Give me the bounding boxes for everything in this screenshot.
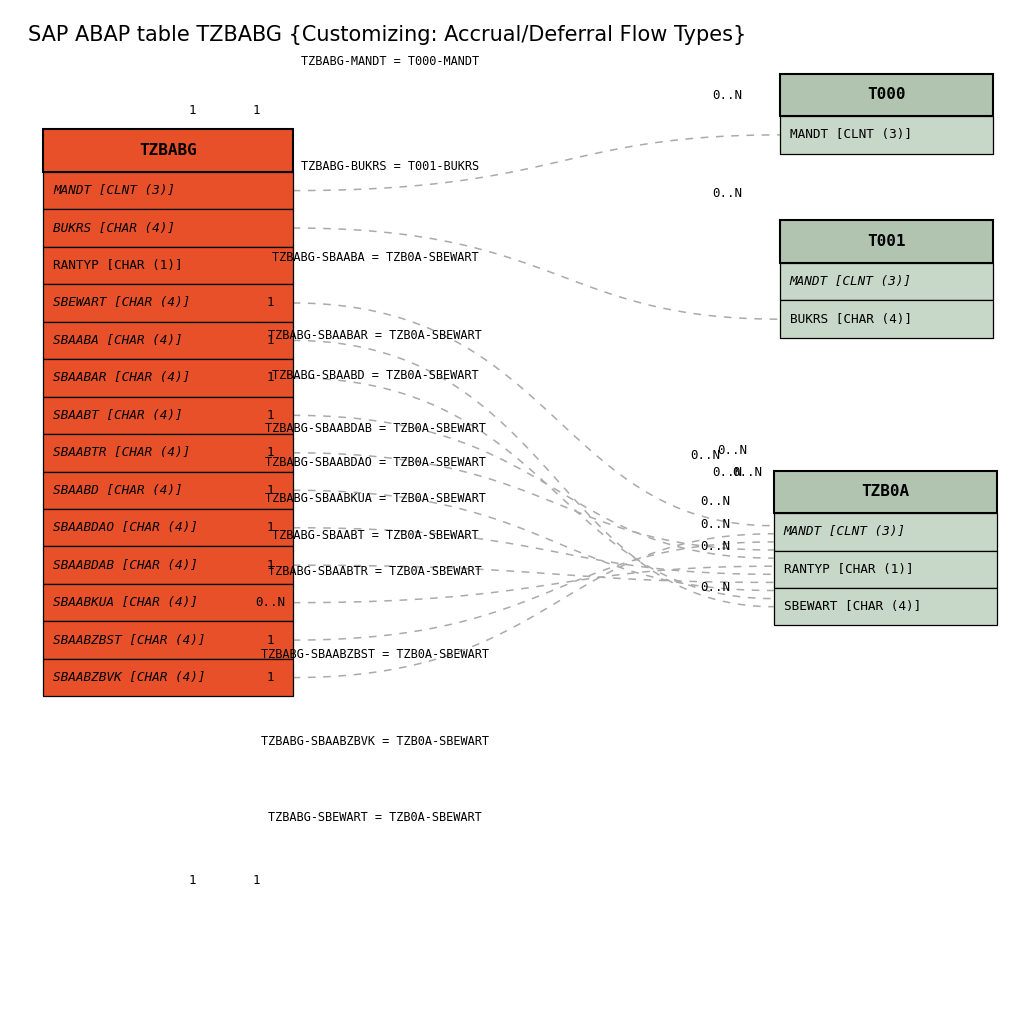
Text: TZBABG-SBAABDAO = TZB0A-SBEWART: TZBABG-SBAABDAO = TZB0A-SBEWART xyxy=(265,456,485,469)
Text: 1: 1 xyxy=(267,409,274,421)
Text: SBAABAR [CHAR (4)]: SBAABAR [CHAR (4)] xyxy=(53,372,190,385)
Text: MANDT [CLNT (3)]: MANDT [CLNT (3)] xyxy=(789,275,911,288)
Text: 0..N: 0..N xyxy=(712,466,742,479)
Text: SBAABD [CHAR (4)]: SBAABD [CHAR (4)] xyxy=(53,484,183,497)
FancyBboxPatch shape xyxy=(43,584,292,621)
Text: 1: 1 xyxy=(188,104,195,117)
Text: BUKRS [CHAR (4)]: BUKRS [CHAR (4)] xyxy=(53,222,175,234)
Text: TZB0A: TZB0A xyxy=(860,485,909,499)
Text: 1: 1 xyxy=(253,104,260,117)
Text: RANTYP [CHAR (1)]: RANTYP [CHAR (1)] xyxy=(53,259,183,272)
Text: TZBABG: TZBABG xyxy=(139,144,196,158)
Text: 1: 1 xyxy=(267,334,274,347)
Text: 1: 1 xyxy=(267,559,274,572)
FancyBboxPatch shape xyxy=(43,359,292,397)
Text: 1: 1 xyxy=(267,296,274,309)
Text: 1: 1 xyxy=(253,874,260,887)
FancyBboxPatch shape xyxy=(43,659,292,696)
Text: 1: 1 xyxy=(267,633,274,646)
Text: 0..N: 0..N xyxy=(700,518,730,530)
Text: 0..N: 0..N xyxy=(700,496,730,508)
Text: TZBABG-MANDT = T000-MANDT: TZBABG-MANDT = T000-MANDT xyxy=(301,55,479,68)
FancyBboxPatch shape xyxy=(43,621,292,659)
Text: 0..N: 0..N xyxy=(700,540,730,553)
Text: 0..N: 0..N xyxy=(717,444,746,457)
Text: MANDT [CLNT (3)]: MANDT [CLNT (3)] xyxy=(789,128,911,142)
Text: 0..N: 0..N xyxy=(712,90,742,103)
FancyBboxPatch shape xyxy=(773,551,996,588)
FancyBboxPatch shape xyxy=(773,588,996,625)
Text: 1: 1 xyxy=(267,446,274,459)
FancyBboxPatch shape xyxy=(43,129,292,172)
FancyBboxPatch shape xyxy=(779,300,992,338)
Text: 0..N: 0..N xyxy=(732,466,762,479)
Text: SBEWART [CHAR (4)]: SBEWART [CHAR (4)] xyxy=(53,296,190,309)
Text: TZBABG-SBEWART = TZB0A-SBEWART: TZBABG-SBEWART = TZB0A-SBEWART xyxy=(268,811,481,825)
FancyBboxPatch shape xyxy=(779,263,992,300)
Text: SBAABKUA [CHAR (4)]: SBAABKUA [CHAR (4)] xyxy=(53,597,198,609)
FancyBboxPatch shape xyxy=(43,322,292,359)
Text: TZBABG-SBAABTR = TZB0A-SBEWART: TZBABG-SBAABTR = TZB0A-SBEWART xyxy=(268,565,481,578)
Text: SBAABZBVK [CHAR (4)]: SBAABZBVK [CHAR (4)] xyxy=(53,671,205,684)
Text: 1: 1 xyxy=(267,671,274,684)
Text: TZBABG-BUKRS = T001-BUKRS: TZBABG-BUKRS = T001-BUKRS xyxy=(301,160,479,173)
FancyBboxPatch shape xyxy=(43,284,292,322)
Text: TZBABG-SBAABKUA = TZB0A-SBEWART: TZBABG-SBAABKUA = TZB0A-SBEWART xyxy=(265,493,485,505)
FancyBboxPatch shape xyxy=(43,547,292,584)
FancyBboxPatch shape xyxy=(43,509,292,547)
Text: TZBABG-SBAABZBST = TZB0A-SBEWART: TZBABG-SBAABZBST = TZB0A-SBEWART xyxy=(261,648,488,662)
Text: SBEWART [CHAR (4)]: SBEWART [CHAR (4)] xyxy=(783,601,920,613)
Text: SBAABZBST [CHAR (4)]: SBAABZBST [CHAR (4)] xyxy=(53,633,205,646)
Text: 0..N: 0..N xyxy=(700,581,730,595)
FancyBboxPatch shape xyxy=(43,471,292,509)
Text: BUKRS [CHAR (4)]: BUKRS [CHAR (4)] xyxy=(789,313,911,326)
Text: TZBABG-SBAABDAB = TZB0A-SBEWART: TZBABG-SBAABDAB = TZB0A-SBEWART xyxy=(265,421,485,435)
Text: 0..N: 0..N xyxy=(690,449,720,462)
Text: 0..N: 0..N xyxy=(712,186,742,200)
Text: SBAABDAB [CHAR (4)]: SBAABDAB [CHAR (4)] xyxy=(53,559,198,572)
Text: TZBABG-SBAABA = TZB0A-SBEWART: TZBABG-SBAABA = TZB0A-SBEWART xyxy=(272,251,478,265)
Text: 0..N: 0..N xyxy=(255,597,285,609)
Text: T001: T001 xyxy=(866,234,905,249)
Text: SAP ABAP table TZBABG {Customizing: Accrual/Deferral Flow Types}: SAP ABAP table TZBABG {Customizing: Accr… xyxy=(28,25,745,45)
FancyBboxPatch shape xyxy=(43,246,292,284)
Text: 1: 1 xyxy=(188,874,195,887)
Text: TZBABG-SBAABT = TZB0A-SBEWART: TZBABG-SBAABT = TZB0A-SBEWART xyxy=(272,528,478,542)
Text: TZBABG-SBAABD = TZB0A-SBEWART: TZBABG-SBAABD = TZB0A-SBEWART xyxy=(272,369,478,382)
Text: 1: 1 xyxy=(267,521,274,534)
Text: SBAABA [CHAR (4)]: SBAABA [CHAR (4)] xyxy=(53,334,183,347)
Text: 1: 1 xyxy=(267,372,274,385)
Text: MANDT [CLNT (3)]: MANDT [CLNT (3)] xyxy=(783,525,905,539)
FancyBboxPatch shape xyxy=(43,434,292,471)
Text: SBAABTR [CHAR (4)]: SBAABTR [CHAR (4)] xyxy=(53,446,190,459)
FancyBboxPatch shape xyxy=(773,513,996,551)
Text: MANDT [CLNT (3)]: MANDT [CLNT (3)] xyxy=(53,184,175,197)
Text: SBAABDAO [CHAR (4)]: SBAABDAO [CHAR (4)] xyxy=(53,521,198,534)
FancyBboxPatch shape xyxy=(779,221,992,263)
FancyBboxPatch shape xyxy=(779,73,992,116)
Text: TZBABG-SBAABZBVK = TZB0A-SBEWART: TZBABG-SBAABZBVK = TZB0A-SBEWART xyxy=(261,735,488,748)
Text: SBAABT [CHAR (4)]: SBAABT [CHAR (4)] xyxy=(53,409,183,421)
FancyBboxPatch shape xyxy=(43,172,292,210)
FancyBboxPatch shape xyxy=(773,470,996,513)
FancyBboxPatch shape xyxy=(779,116,992,154)
Text: T000: T000 xyxy=(866,88,905,103)
Text: 1: 1 xyxy=(267,484,274,497)
Text: TZBABG-SBAABAR = TZB0A-SBEWART: TZBABG-SBAABAR = TZB0A-SBEWART xyxy=(268,330,481,342)
FancyBboxPatch shape xyxy=(43,210,292,246)
FancyBboxPatch shape xyxy=(43,397,292,434)
Text: RANTYP [CHAR (1)]: RANTYP [CHAR (1)] xyxy=(783,563,913,576)
